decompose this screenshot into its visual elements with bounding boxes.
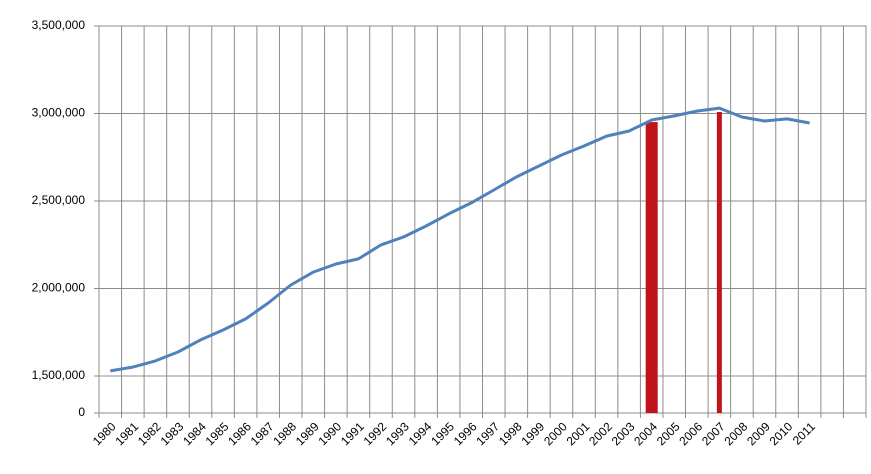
x-tick-label: 1982 — [135, 419, 164, 448]
x-tick-label: 1999 — [518, 419, 547, 448]
x-tick-label: 2011 — [790, 419, 818, 447]
y-tick-label: 1,500,000 — [32, 368, 86, 382]
line — [110, 106, 810, 373]
x-tick-label: 2006 — [676, 419, 705, 448]
y-tick-label: 2,500,000 — [32, 193, 86, 207]
plot-border — [98, 25, 867, 414]
x-tick-label: 1985 — [203, 419, 232, 448]
x-tick-label: 1990 — [315, 419, 344, 448]
y-tick-label: 3,000,000 — [32, 106, 86, 120]
y-tick-label: 0 — [78, 405, 85, 419]
x-tick-label: 1993 — [383, 419, 412, 448]
y-tick-label: 2,000,000 — [32, 281, 86, 295]
x-tick-label: 1997 — [473, 419, 502, 448]
x-tick-label: 2002 — [586, 419, 615, 448]
x-tick-label: 2010 — [767, 419, 796, 448]
x-tick-label: 2008 — [722, 419, 751, 448]
y-tick-label: 3,500,000 — [32, 18, 86, 32]
bar — [716, 111, 722, 414]
x-tick-label: 2003 — [609, 419, 638, 448]
x-tick-label: 2000 — [541, 419, 570, 448]
x-tick-label: 1996 — [451, 419, 480, 448]
x-tick-label: 1984 — [180, 419, 209, 448]
x-tick-label: 1988 — [270, 419, 299, 448]
x-tick-label: 1983 — [158, 419, 187, 448]
x-tick-label: 1980 — [90, 419, 119, 448]
x-tick-label: 1995 — [428, 419, 457, 448]
x-tick-label: 1987 — [248, 419, 277, 448]
x-tick-label: 1994 — [406, 419, 435, 448]
x-tick-label: 1992 — [361, 419, 390, 448]
x-tick-label: 2007 — [699, 419, 728, 448]
x-tick-label: 1981 — [112, 419, 141, 448]
bar — [645, 122, 658, 413]
x-tick-label: 2005 — [654, 419, 683, 448]
x-tick-label: 1991 — [338, 419, 367, 448]
x-tick-label: 1989 — [293, 419, 322, 448]
x-tick-label: 2001 — [564, 419, 593, 448]
x-tick-label: 2009 — [744, 419, 773, 448]
x-tick-label: 1986 — [225, 419, 254, 448]
x-tick-label: 2004 — [631, 419, 660, 448]
x-tick-label: 1998 — [496, 419, 525, 448]
